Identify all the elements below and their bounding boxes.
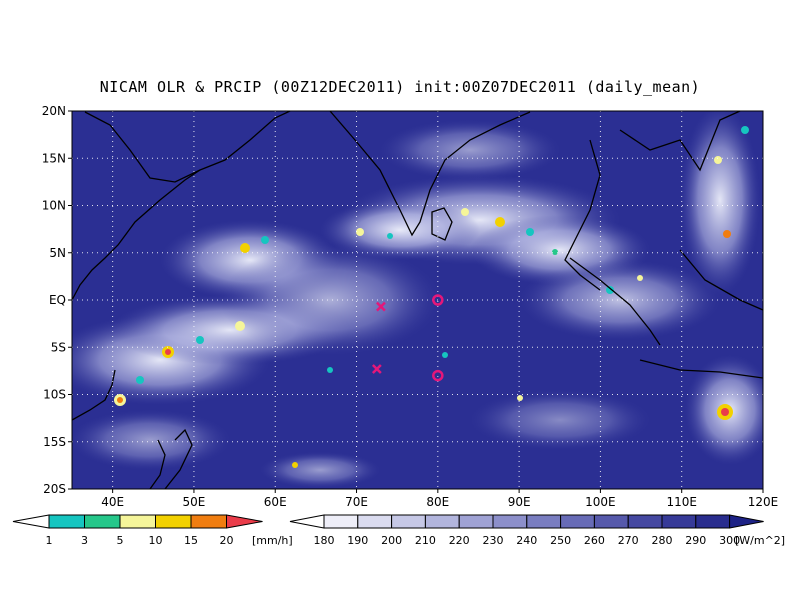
cloud-bands bbox=[72, 111, 763, 488]
colorbar-right-arrow bbox=[729, 514, 764, 529]
colorbar-box bbox=[391, 514, 426, 529]
latitude-labels: 20N 15N 10N 5N EQ 5S 10S 15S 20S bbox=[42, 104, 72, 496]
colorbar-left-arrow bbox=[289, 514, 325, 529]
lat-tick-label: 5S bbox=[51, 340, 66, 354]
colorbar-box bbox=[155, 514, 192, 529]
storm-markers bbox=[371, 294, 444, 382]
colorbar-label: 15 bbox=[184, 534, 198, 547]
colorbar-left-arrow bbox=[12, 514, 50, 529]
colorbar-label: 290 bbox=[685, 534, 706, 547]
precip-cells bbox=[114, 126, 749, 468]
colorbar-label: 300 bbox=[719, 534, 740, 547]
colorbar-box bbox=[119, 514, 156, 529]
lon-tick-label: 120E bbox=[748, 495, 779, 509]
colorbar-label: 220 bbox=[449, 534, 470, 547]
colorbar-box bbox=[84, 514, 121, 529]
cross-marker bbox=[371, 364, 382, 374]
colorbar-label: 260 bbox=[584, 534, 605, 547]
lon-tick-label: 100E bbox=[585, 495, 616, 509]
lat-lon-grid bbox=[72, 111, 763, 489]
coastlines bbox=[72, 111, 763, 489]
colorbar-box bbox=[661, 514, 697, 529]
lat-tick-label: 10S bbox=[43, 388, 66, 402]
lon-tick-label: 80E bbox=[426, 495, 449, 509]
lat-tick-label: 15N bbox=[42, 151, 66, 165]
colorbar-box bbox=[695, 514, 731, 529]
colorbar-box bbox=[526, 514, 562, 529]
lat-tick-label: 5N bbox=[49, 246, 66, 260]
circle-marker bbox=[432, 369, 444, 382]
precip-colorbar: 1 3 5 10 15 20 [mm/h] bbox=[12, 514, 293, 547]
longitude-labels: 40E 50E 60E 70E 80E 90E 100E 110E 120E bbox=[101, 489, 778, 509]
colorbar-label: 10 bbox=[149, 534, 163, 547]
colorbar-box bbox=[190, 514, 227, 529]
colorbar-label: 270 bbox=[618, 534, 639, 547]
colorbar-box bbox=[560, 514, 595, 529]
lat-tick-label: 15S bbox=[43, 435, 66, 449]
cross-marker bbox=[376, 301, 386, 312]
colorbar-box bbox=[48, 514, 85, 529]
lon-tick-label: 70E bbox=[345, 495, 368, 509]
colorbar-label: 20 bbox=[220, 534, 234, 547]
colorbar-box bbox=[323, 514, 359, 529]
colorbar-label: 1 bbox=[46, 534, 53, 547]
lon-tick-label: 50E bbox=[183, 495, 206, 509]
colorbar-label: 200 bbox=[381, 534, 402, 547]
olr-colorbar: 180 190 200 210 220 230 240 250 260 270 280 290 300[… bbox=[289, 514, 785, 547]
colorbar-right-arrow bbox=[226, 514, 263, 529]
lon-tick-label: 90E bbox=[508, 495, 531, 509]
lat-tick-label: 10N bbox=[42, 199, 66, 213]
colorbar-box bbox=[424, 514, 460, 529]
lon-tick-label: 40E bbox=[101, 495, 124, 509]
colorbar-label: 240 bbox=[516, 534, 537, 547]
colorbar-box bbox=[593, 514, 629, 529]
colorbar-label: 250 bbox=[550, 534, 571, 547]
colorbar-label: 280 bbox=[652, 534, 673, 547]
colorbar-unit: [mm/h] bbox=[252, 534, 293, 547]
colorbar-label: 180 bbox=[314, 534, 335, 547]
lon-tick-label: 110E bbox=[666, 495, 697, 509]
colorbar-box bbox=[357, 514, 393, 529]
lat-tick-label: 20S bbox=[43, 482, 66, 496]
colorbar-unit: [W/m^2] bbox=[735, 534, 785, 547]
colorbar-box bbox=[458, 514, 494, 529]
colorbar-label: 5 bbox=[117, 534, 124, 547]
colorbar-box bbox=[627, 514, 663, 529]
colorbar-label: 210 bbox=[415, 534, 436, 547]
colorbar-label: 3 bbox=[81, 534, 88, 547]
circle-marker bbox=[432, 294, 444, 306]
lat-tick-label: EQ bbox=[49, 293, 66, 307]
lon-tick-label: 60E bbox=[264, 495, 287, 509]
colorbar-label: 190 bbox=[347, 534, 368, 547]
lat-tick-label: 20N bbox=[42, 104, 66, 118]
colorbar-box bbox=[492, 514, 528, 529]
colorbar-label: 230 bbox=[483, 534, 504, 547]
chart-title: NICAM OLR & PRCIP (00Z12DEC2011) init:00… bbox=[99, 78, 701, 96]
